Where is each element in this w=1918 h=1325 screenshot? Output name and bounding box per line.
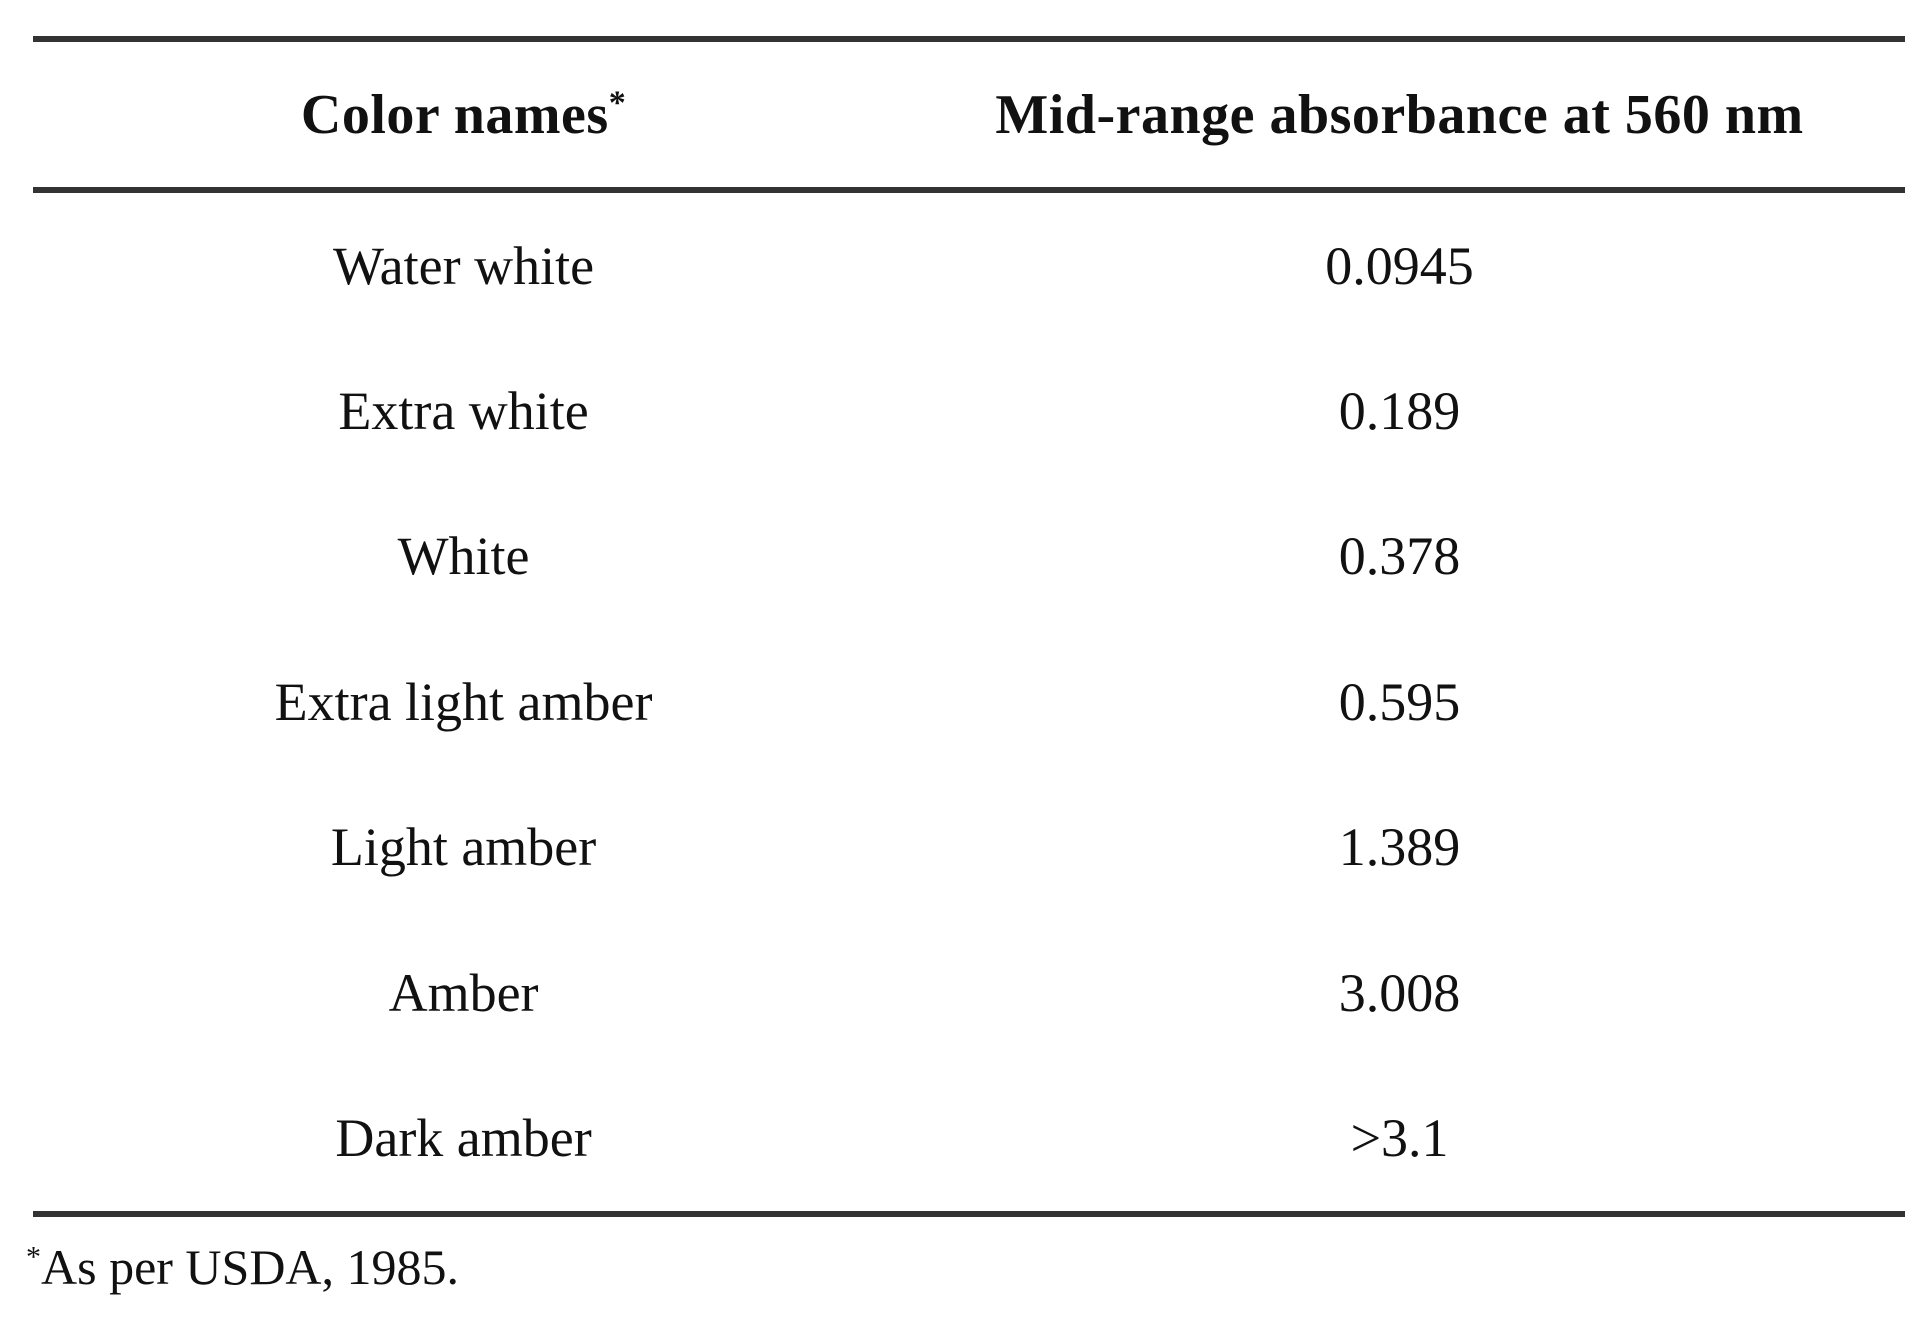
- color-name-cell: Amber: [388, 962, 539, 1023]
- color-name-cell: White: [397, 526, 530, 587]
- color-name-cell: Extra white: [338, 381, 589, 442]
- table-row: White 0.378: [33, 484, 1905, 629]
- table-row: Light amber 1.389: [33, 775, 1905, 920]
- absorbance-cell: 1.389: [1338, 817, 1461, 878]
- table-row: Amber 3.008: [33, 920, 1905, 1065]
- color-name-cell: Light amber: [330, 817, 597, 878]
- table-footnote: *As per USDA, 1985.: [26, 1238, 459, 1296]
- color-name-cell: Water white: [333, 235, 595, 296]
- header-absorbance: Mid-range absorbance at 560 nm: [995, 83, 1804, 146]
- absorbance-cell: 0.378: [1338, 526, 1461, 587]
- color-name-cell: Extra light amber: [274, 671, 653, 732]
- color-absorbance-table: Color names* Mid-range absorbance at 560…: [33, 36, 1905, 1217]
- table-row: Dark amber >3.1: [33, 1065, 1905, 1210]
- header-color-names-label: Color names: [300, 83, 609, 146]
- header-color-names: Color names*: [33, 83, 894, 147]
- table-body: Water white 0.0945 Extra white 0.189 Whi…: [33, 193, 1905, 1211]
- absorbance-cell: 0.189: [1338, 381, 1461, 442]
- header-footnote-marker: *: [608, 83, 627, 121]
- footnote-text: As per USDA, 1985.: [41, 1239, 460, 1295]
- table-row: Water white 0.0945: [33, 193, 1905, 338]
- color-name-cell: Dark amber: [335, 1108, 592, 1169]
- footnote-marker: *: [26, 1240, 41, 1274]
- table-header-row: Color names* Mid-range absorbance at 560…: [33, 42, 1905, 193]
- table-row: Extra light amber 0.595: [33, 629, 1905, 774]
- table-row: Extra white 0.189: [33, 338, 1905, 483]
- absorbance-cell: 0.595: [1338, 671, 1461, 732]
- absorbance-cell: 0.0945: [1325, 235, 1474, 296]
- absorbance-cell: 3.008: [1338, 962, 1461, 1023]
- absorbance-cell: >3.1: [1350, 1108, 1449, 1169]
